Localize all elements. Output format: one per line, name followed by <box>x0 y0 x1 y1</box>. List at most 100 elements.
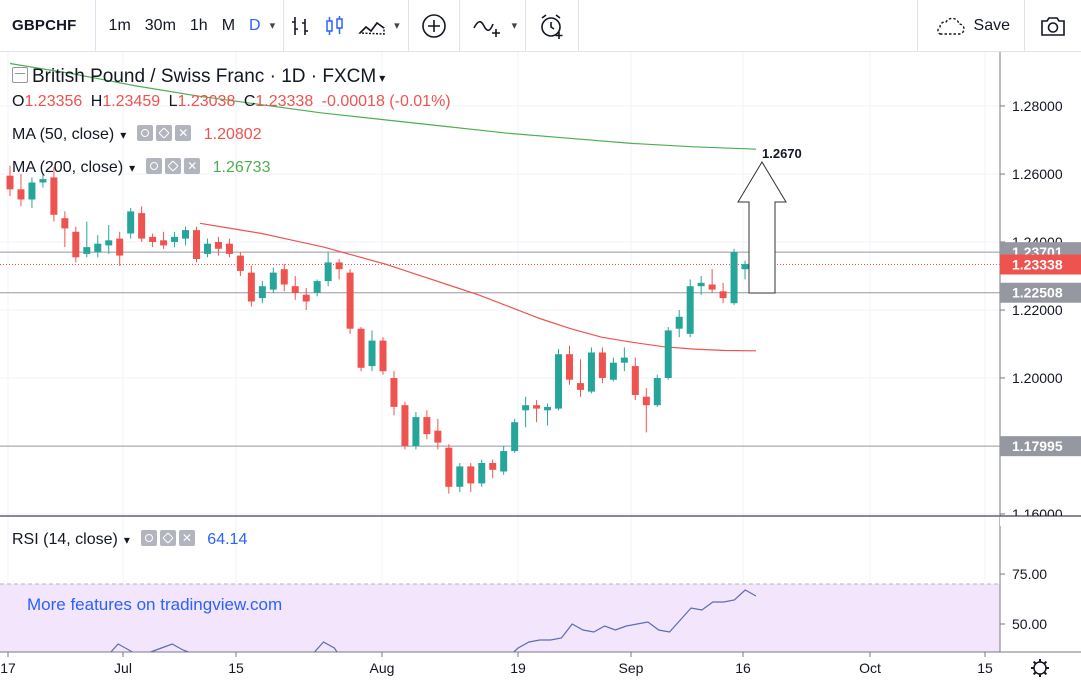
candle-body <box>379 340 387 372</box>
candle-body <box>697 282 705 287</box>
candle-body <box>500 451 508 472</box>
ma50-visibility-eye-icon[interactable] <box>137 125 154 141</box>
rsi-band <box>0 584 1000 664</box>
candle-body <box>83 247 91 254</box>
candle-body <box>730 252 738 304</box>
price-chart[interactable]: 1.2670 1.280001.260001.240001.220001.200… <box>0 52 1081 685</box>
rsi-visibility-eye-icon[interactable] <box>140 530 157 546</box>
level-label: 1.22508 <box>1012 285 1063 301</box>
time-tick-label: Sep <box>619 660 644 676</box>
ma50-remove-close-icon[interactable] <box>175 125 192 141</box>
open-label: O <box>12 93 25 110</box>
high-label: H <box>90 93 103 110</box>
candle-body <box>236 255 244 271</box>
axis-gap <box>1000 516 1081 526</box>
interval-month[interactable]: M <box>221 16 236 34</box>
ma200-chevron-down-icon[interactable]: ▾ <box>129 161 136 175</box>
candle-body <box>72 231 80 258</box>
ma200-settings-gear-icon[interactable] <box>165 158 182 174</box>
price-axis[interactable]: 1.280001.260001.240001.220001.200001.180… <box>999 52 1081 685</box>
candle-body <box>642 396 650 406</box>
add-indicator-icon[interactable] <box>409 0 459 52</box>
candle-body <box>225 243 233 254</box>
candle-body <box>533 405 541 409</box>
interval-1h[interactable]: 1h <box>189 16 208 34</box>
ma200-legend: MA (200, close) ▾ 1.26733 <box>12 158 270 177</box>
ma50-label[interactable]: MA (50, close) <box>12 126 115 143</box>
candle-body <box>291 286 299 293</box>
ma200-line <box>9 62 757 150</box>
candle-body <box>609 362 617 380</box>
toolbar-divider <box>283 0 285 52</box>
candle-body <box>412 417 420 446</box>
candle-body <box>719 291 727 299</box>
rsi-remove-close-icon[interactable] <box>178 530 195 546</box>
series-title[interactable]: British Pound / Swiss Franc · 1D · FXCM <box>32 66 377 87</box>
candle-body <box>247 272 255 302</box>
top-toolbar: GBPCHF 1m 30m 1h M D ▾ ▾ ▾ Save <box>0 0 1081 52</box>
high-value: 1.23459 <box>102 93 161 110</box>
series-chevron-down-icon[interactable]: ▾ <box>379 71 386 85</box>
time-tick-label: 15 <box>228 660 244 676</box>
ma200-label[interactable]: MA (200, close) <box>12 159 124 176</box>
interval-day[interactable]: D <box>249 16 261 34</box>
candle-body <box>664 330 672 378</box>
candle-body <box>28 182 36 200</box>
ma200-visibility-eye-icon[interactable] <box>146 158 163 174</box>
candle-body <box>61 218 69 229</box>
compare-chevron-down-icon[interactable]: ▾ <box>511 20 518 32</box>
low-value: 1.23038 <box>177 93 236 110</box>
rsi-chevron-down-icon[interactable]: ▾ <box>123 533 130 547</box>
rsi-tick-label: 50.00 <box>1012 616 1047 632</box>
gear-tooth <box>1043 660 1048 665</box>
candle-body <box>555 354 563 409</box>
legend-header: British Pound / Swiss Franc · 1D · FXCM ▾ <box>12 66 385 88</box>
annotation-label: 1.2670 <box>762 146 802 161</box>
promo-link[interactable]: More features on tradingview.com <box>27 595 283 614</box>
interval-30m[interactable]: 30m <box>144 16 176 34</box>
candle-body <box>390 378 398 407</box>
save-button[interactable]: Save <box>918 15 1024 37</box>
candle-body <box>511 422 519 452</box>
candle-body <box>522 405 530 411</box>
candle-body <box>675 316 683 329</box>
rsi-settings-gear-icon[interactable] <box>159 530 176 546</box>
time-axis[interactable]: 17 Jul 15 Aug 19 Sep 16 Oct 15 <box>0 651 1081 685</box>
symbol-search[interactable]: GBPCHF <box>12 17 77 34</box>
candle-body <box>193 230 200 259</box>
legend-collapse-icon[interactable] <box>12 67 28 83</box>
candles-chart-type-icon[interactable] <box>318 0 352 52</box>
candle-body <box>346 272 354 329</box>
ohlc-row: O1.23356 H1.23459 L1.23038 C1.23338 -0.0… <box>12 93 451 111</box>
candle-body <box>686 286 694 334</box>
camera-icon[interactable] <box>1025 0 1081 52</box>
candle-body <box>138 213 146 239</box>
candle-body <box>357 328 365 368</box>
grid-lines <box>0 52 1000 652</box>
time-tick-label: Oct <box>859 660 881 676</box>
candle-body <box>544 406 552 411</box>
ma200-remove-close-icon[interactable] <box>184 158 201 174</box>
bar-chart-type-icon[interactable] <box>284 0 318 52</box>
interval-chevron-down-icon[interactable]: ▾ <box>269 20 276 32</box>
compare-symbol-icon[interactable] <box>460 0 510 52</box>
alert-clock-icon[interactable] <box>526 0 578 52</box>
rsi-tick-label: 75.00 <box>1012 566 1047 582</box>
ma50-chevron-down-icon[interactable]: ▾ <box>120 128 127 142</box>
up-arrow-annotation: 1.2670 <box>737 146 802 294</box>
rsi-label[interactable]: RSI (14, close) <box>12 531 118 548</box>
area-chart-type-icon[interactable] <box>352 0 392 52</box>
candle-body <box>17 189 25 200</box>
candle-body <box>203 243 211 254</box>
candle-body <box>456 466 464 487</box>
toolbar-divider <box>525 0 527 52</box>
chart-type-chevron-down-icon[interactable]: ▾ <box>394 20 400 32</box>
candle-body <box>302 294 310 302</box>
interval-1m[interactable]: 1m <box>108 16 131 34</box>
rsi-value: 64.14 <box>207 531 248 548</box>
settings-gear-icon[interactable] <box>1031 659 1049 677</box>
candle-body <box>631 366 639 395</box>
ma50-settings-gear-icon[interactable] <box>156 125 173 141</box>
price-tick-label: 1.26000 <box>1012 166 1063 182</box>
candle-body <box>434 430 442 443</box>
